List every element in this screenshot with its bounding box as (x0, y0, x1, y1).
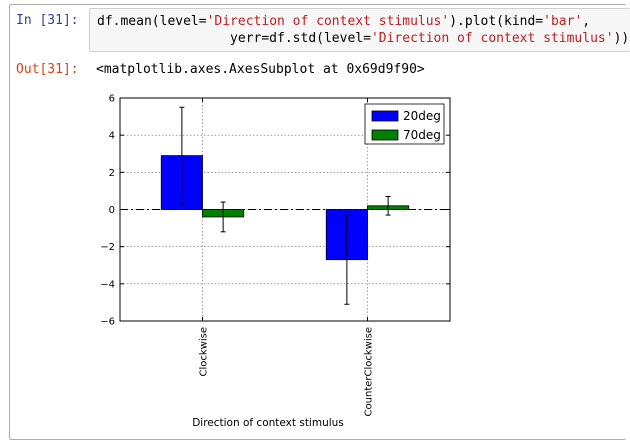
output-prompt: Out[31]: (16, 62, 79, 77)
y-tick-label: 2 (109, 168, 115, 179)
x-axis-label: Direction of context stimulus (192, 417, 344, 429)
y-tick-label: −4 (100, 279, 115, 290)
legend-swatch-20deg (371, 110, 399, 122)
y-tick-label: −6 (100, 317, 115, 328)
x-tick-label: CounterClockwise (364, 327, 375, 416)
code-editor[interactable]: df.mean(level='Direction of context stim… (89, 8, 630, 52)
code-line-1: df.mean(level='Direction of context stim… (97, 14, 591, 29)
code-cell[interactable] (9, 4, 626, 440)
bar-chart: −6 −4 −2 0 2 4 6 Clockwise CounterClockwise Direc… (100, 94, 451, 429)
y-tick-label: 0 (109, 205, 115, 216)
legend-label-70deg: 70deg (403, 128, 441, 142)
y-tick-label: 4 (109, 131, 115, 142)
input-prompt: In [31]: (16, 13, 79, 28)
output-text: <matplotlib.axes.AxesSubplot at 0x69d9f9… (96, 62, 425, 77)
code-text[interactable]: df.mean(level='Direction of context stim… (97, 13, 629, 47)
code-line-2: yerr=df.std(level='Direction of context … (97, 31, 630, 46)
y-tick-label: 6 (109, 94, 115, 105)
legend-swatch-70deg (371, 129, 399, 141)
x-tick-label: Clockwise (199, 327, 210, 377)
legend-label-20deg: 20deg (403, 109, 441, 123)
y-tick-label: −2 (100, 242, 115, 253)
